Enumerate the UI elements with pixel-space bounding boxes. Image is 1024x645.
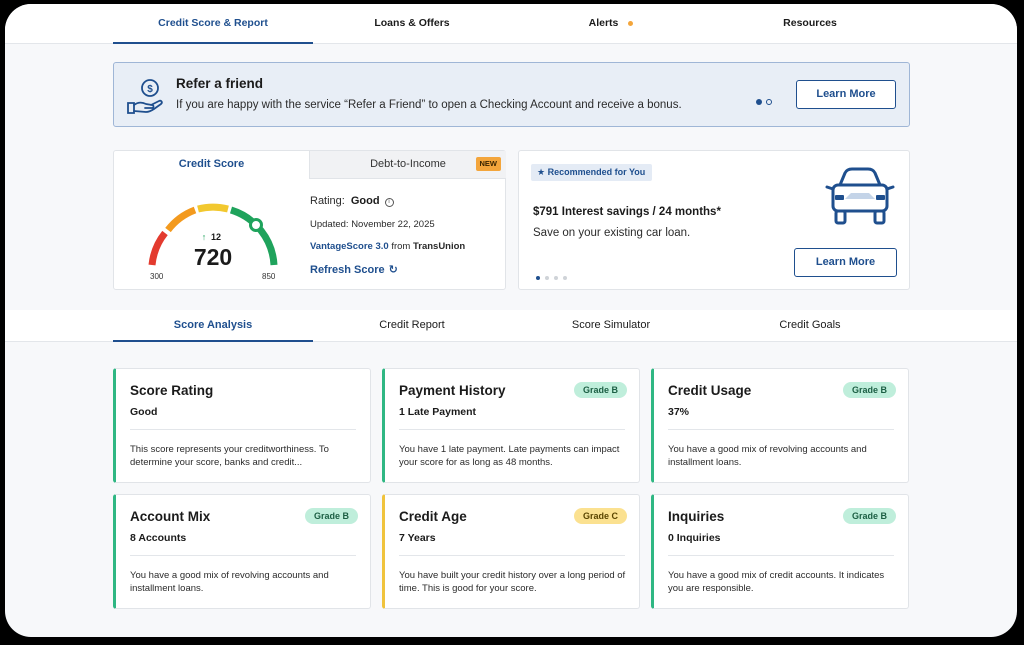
info-icon[interactable]: i xyxy=(384,198,394,207)
factor-value: 37% xyxy=(668,406,690,418)
pager-dot-active[interactable] xyxy=(756,99,762,105)
score-model: VantageScore 3.0 from TransUnion xyxy=(310,241,500,252)
updated-date: Updated: November 22, 2025 xyxy=(310,219,435,230)
score-gauge: 300 850 ↑ 12 720 xyxy=(148,203,278,281)
divider xyxy=(668,555,894,556)
tab-dti-label: Debt-to-Income xyxy=(370,158,446,170)
grade-badge: Grade B xyxy=(842,508,896,524)
factor-description: You have a good mix of credit accounts. … xyxy=(668,570,885,594)
score-change: 12 xyxy=(211,232,221,242)
recommended-badge: ★ Recommended for You xyxy=(531,164,653,181)
factor-description: This score represents your creditworthin… xyxy=(130,444,329,468)
factor-card-inquiries[interactable]: Inquiries Grade B 0 Inquiries You have a… xyxy=(651,494,909,609)
star-icon: ★ xyxy=(537,167,546,177)
analysis-nav: Score Analysis Credit Report Score Simul… xyxy=(5,310,1017,342)
banner-pager[interactable] xyxy=(756,92,776,110)
factor-card-account-mix[interactable]: Account Mix Grade B 8 Accounts You have … xyxy=(113,494,371,609)
rating-row: Rating: Good i xyxy=(310,195,500,207)
svg-text:$: $ xyxy=(147,84,153,95)
bureau-name: TransUnion xyxy=(412,241,466,252)
recommended-card: ★ Recommended for You $791 Interest savi… xyxy=(518,150,910,290)
factor-value: 7 Years xyxy=(399,532,436,544)
tab-debt-to-income[interactable]: Debt-to-Income NEW xyxy=(309,151,506,179)
factor-value: 8 Accounts xyxy=(130,532,187,544)
factor-description: You have 1 late payment. Late payments c… xyxy=(399,444,620,468)
factor-value: Good xyxy=(130,406,158,418)
rating-label: Rating: xyxy=(310,195,345,207)
recommended-label: Recommended for You xyxy=(547,167,646,177)
pager-dot[interactable] xyxy=(766,99,772,105)
tab-score-analysis[interactable]: Score Analysis xyxy=(113,310,313,342)
alert-indicator-dot xyxy=(628,20,634,26)
tab-alerts[interactable]: Alerts xyxy=(511,4,711,44)
grade-badge: Grade B xyxy=(304,508,358,524)
gauge-marker xyxy=(249,218,263,232)
offer-learn-more-button[interactable]: Learn More xyxy=(794,248,897,277)
factor-title: Account Mix xyxy=(130,509,211,524)
factor-title: Payment History xyxy=(399,383,506,398)
refer-banner: $ Refer a friend If you are happy with t… xyxy=(113,62,910,127)
arrow-up-icon: ↑ xyxy=(202,232,207,242)
offer-title: $791 Interest savings / 24 months* xyxy=(533,206,721,218)
new-badge: NEW xyxy=(475,157,501,171)
rating-value: Good xyxy=(350,195,380,207)
tab-credit-score[interactable]: Credit Score xyxy=(178,158,245,170)
vantage-link[interactable]: VantageScore 3.0 xyxy=(310,241,389,252)
factor-description: You have a good mix of revolving account… xyxy=(130,570,329,594)
factor-title: Inquiries xyxy=(668,509,725,524)
model-from: from xyxy=(391,241,411,252)
offer-subtitle: Save on your existing car loan. xyxy=(533,227,691,239)
factor-description: You have built your credit history over … xyxy=(399,570,626,594)
refresh-score-button[interactable]: Refresh Score ↻ xyxy=(310,263,500,276)
factor-title: Credit Usage xyxy=(668,383,752,398)
tab-credit-report[interactable]: Credit Report xyxy=(379,319,445,331)
tab-credit-score-report[interactable]: Credit Score & Report xyxy=(113,4,313,44)
divider xyxy=(668,429,894,430)
factor-title: Credit Age xyxy=(399,509,467,524)
factor-value: 1 Late Payment xyxy=(399,406,477,418)
factor-card-credit-age[interactable]: Credit Age Grade C 7 Years You have buil… xyxy=(382,494,640,609)
divider xyxy=(130,555,356,556)
tab-resources[interactable]: Resources xyxy=(783,17,837,29)
gauge-min: 300 xyxy=(150,272,164,281)
top-nav: Credit Score & Report Loans & Offers Ale… xyxy=(5,4,1017,44)
grade-badge: Grade C xyxy=(573,508,627,524)
app-frame: Credit Score & Report Loans & Offers Ale… xyxy=(5,4,1017,637)
factor-title: Score Rating xyxy=(130,383,214,398)
offer-pager[interactable] xyxy=(536,267,572,285)
divider xyxy=(399,555,625,556)
banner-text: If you are happy with the service “Refer… xyxy=(176,99,682,111)
factor-value: 0 Inquiries xyxy=(668,532,721,544)
tab-credit-goals[interactable]: Credit Goals xyxy=(779,319,841,331)
grade-badge: Grade B xyxy=(573,382,627,398)
refresh-label: Refresh Score xyxy=(310,264,385,276)
score-value: 720 xyxy=(194,244,232,270)
tab-loans-offers[interactable]: Loans & Offers xyxy=(374,17,450,29)
credit-score-card: Credit Score Debt-to-Income NEW 300 850 … xyxy=(113,150,506,290)
divider xyxy=(130,429,356,430)
pager-dot-active[interactable] xyxy=(536,276,540,280)
pager-dot[interactable] xyxy=(554,276,558,280)
grade-badge: Grade B xyxy=(842,382,896,398)
dollar-hand-icon: $ xyxy=(127,79,163,114)
tab-alerts-label: Alerts xyxy=(588,17,619,29)
factor-description: You have a good mix of revolving account… xyxy=(668,444,867,468)
pager-dot[interactable] xyxy=(563,276,567,280)
pager-dot[interactable] xyxy=(545,276,549,280)
factor-card-score-rating[interactable]: Score Rating Good This score represents … xyxy=(113,368,371,483)
banner-title: Refer a friend xyxy=(176,76,264,91)
score-info: Rating: Good i Updated: November 22, 2025 … xyxy=(310,195,500,276)
car-icon xyxy=(825,167,895,225)
refresh-icon: ↻ xyxy=(388,264,398,276)
gauge-max: 850 xyxy=(262,272,276,281)
factor-card-credit-usage[interactable]: Credit Usage Grade B 37% You have a good… xyxy=(651,368,909,483)
banner-learn-more-button[interactable]: Learn More xyxy=(796,80,896,109)
tab-score-simulator[interactable]: Score Simulator xyxy=(571,319,651,331)
factor-card-payment-history[interactable]: Payment History Grade B 1 Late Payment Y… xyxy=(382,368,640,483)
divider xyxy=(399,429,625,430)
